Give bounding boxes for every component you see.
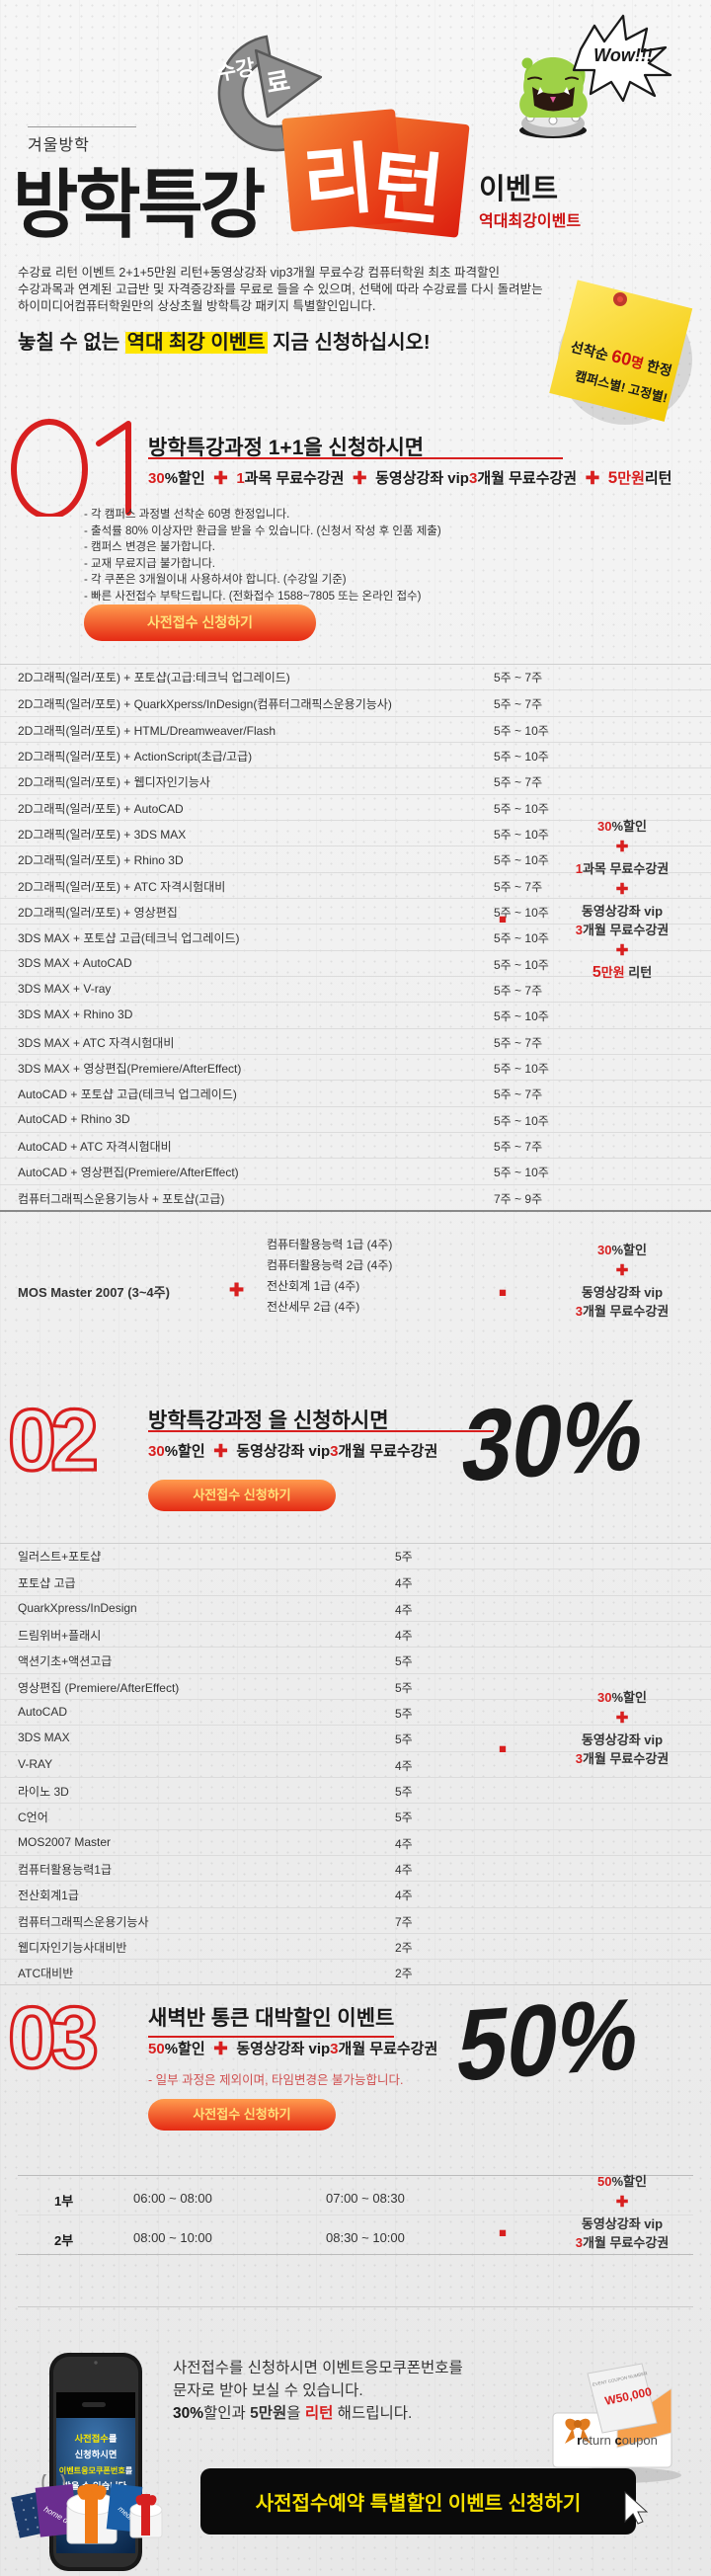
- svg-text:Wow!!!: Wow!!!: [593, 45, 653, 65]
- svg-text:02: 02: [8, 1391, 96, 1489]
- svg-text:return coupon: return coupon: [577, 2433, 658, 2448]
- svg-text:신청하시면: 신청하시면: [75, 2449, 118, 2459]
- svg-text:사전접수를: 사전접수를: [75, 2433, 118, 2444]
- svg-text:03: 03: [8, 1988, 96, 2086]
- svg-text:턴: 턴: [368, 140, 448, 234]
- svg-text:수강: 수강: [215, 56, 257, 85]
- svg-text:리: 리: [299, 134, 377, 227]
